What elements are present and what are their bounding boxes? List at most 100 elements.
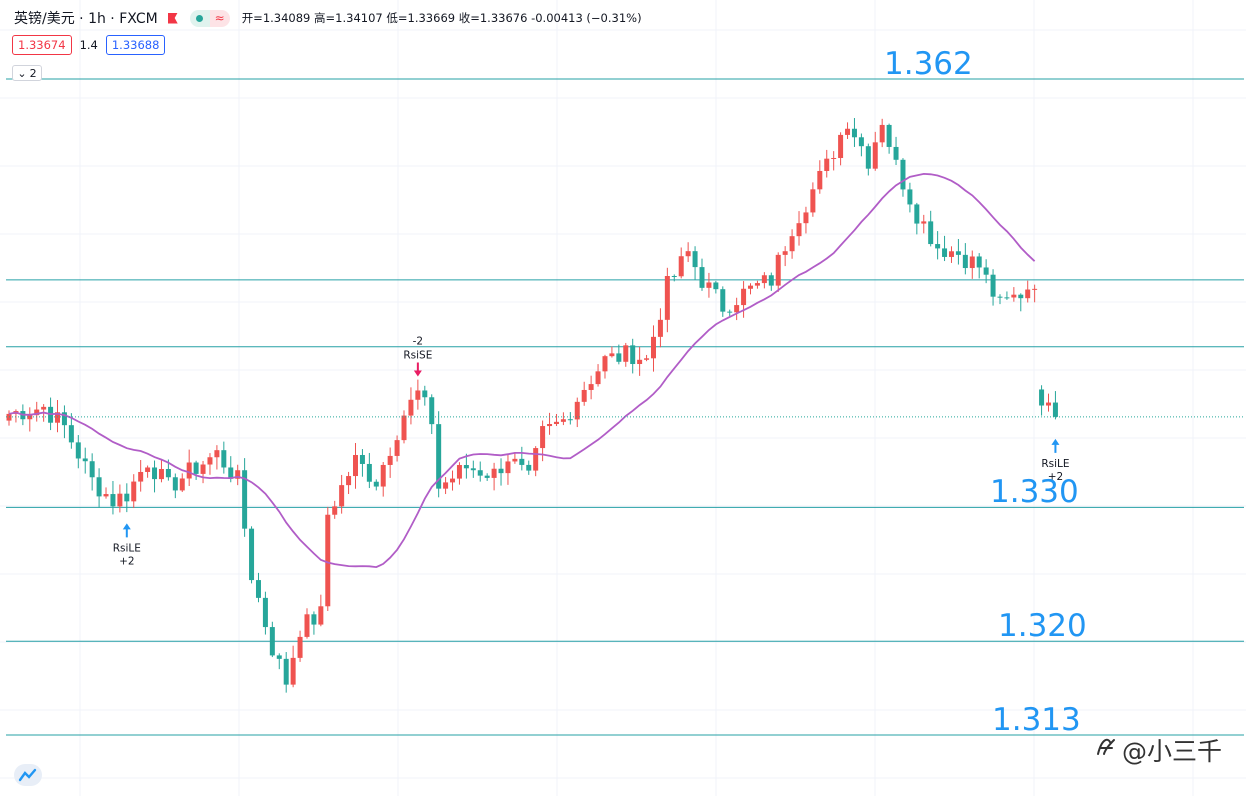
bid-button[interactable]: 1.33674 [12, 35, 72, 55]
candle-body [533, 448, 539, 471]
signal-label: RsiSE [403, 349, 432, 361]
candle-body [401, 415, 407, 441]
candle [387, 447, 393, 478]
candle [623, 342, 629, 367]
candle-body [359, 455, 365, 464]
candle [456, 462, 462, 485]
indicators-collapse-button[interactable]: ⌄ 2 [12, 65, 42, 81]
candle-body [124, 493, 130, 502]
candle [858, 133, 864, 157]
candle-body [630, 345, 636, 365]
candle-body [82, 458, 88, 462]
candle [630, 338, 636, 374]
candle [436, 411, 442, 498]
candle-body [262, 597, 268, 628]
candle-body [886, 124, 892, 147]
candle [727, 309, 733, 317]
candle [685, 242, 691, 263]
ask-button[interactable]: 1.33688 [105, 35, 166, 55]
candle [713, 280, 719, 294]
candle [962, 243, 968, 275]
candle-body [311, 614, 317, 625]
candle-body [158, 468, 164, 480]
candle-body [553, 421, 559, 425]
candle-body [623, 345, 629, 362]
candle-body [893, 146, 899, 160]
candle-body [1032, 288, 1038, 290]
market-status-pill[interactable]: ≈ [189, 9, 230, 27]
candle [297, 630, 303, 662]
candle-body [748, 285, 754, 289]
candle [207, 453, 213, 475]
candle-body [955, 251, 961, 255]
candle-body [255, 580, 261, 598]
candle [824, 149, 830, 178]
candle [242, 458, 248, 537]
candle [935, 231, 941, 260]
candle-body [1011, 294, 1017, 298]
candle [110, 480, 116, 515]
candle-body [221, 450, 227, 468]
candle [13, 409, 19, 423]
candle-body [138, 471, 144, 482]
candle [533, 446, 539, 477]
candle [567, 412, 573, 425]
candle-body [845, 128, 851, 135]
candle-body [1052, 402, 1058, 417]
candle-body [436, 424, 442, 489]
candle [692, 246, 698, 280]
candle-body [540, 426, 546, 449]
candle [1004, 291, 1010, 300]
candle [124, 483, 130, 513]
candle [477, 461, 483, 482]
candle [152, 460, 158, 493]
candle-body [803, 212, 809, 224]
candle [782, 246, 788, 267]
candle-body [588, 384, 594, 390]
candle [657, 308, 663, 348]
candle-body [27, 415, 33, 420]
candle-body [55, 412, 61, 423]
candle-body [644, 358, 650, 360]
candle [948, 246, 954, 263]
level-label: 1.330 [990, 474, 1079, 511]
candle [741, 281, 747, 318]
candle [983, 259, 989, 284]
candle-body [1039, 389, 1045, 406]
candle [290, 645, 296, 688]
candle [699, 258, 705, 291]
candle [61, 405, 67, 439]
candle-body [110, 494, 116, 507]
candle-body [1025, 289, 1031, 299]
candle [761, 272, 767, 289]
candle-body [761, 275, 767, 284]
candle-body [976, 256, 982, 268]
candle [706, 272, 712, 298]
indicator-count: 2 [29, 66, 37, 80]
tradingview-logo-icon[interactable] [14, 764, 42, 786]
candle-body [339, 485, 345, 507]
candle [879, 118, 885, 148]
symbol-title[interactable]: 英镑/美元 · 1h · FXCM [14, 11, 158, 27]
candle-body [616, 353, 622, 362]
candle-body [595, 371, 601, 385]
candle-body [727, 311, 733, 313]
candle [900, 158, 906, 197]
candle-body [990, 274, 996, 297]
candle [484, 473, 490, 481]
watermark: @小三千 [1092, 732, 1222, 768]
candle [865, 143, 871, 176]
candle [581, 381, 587, 406]
candle [158, 459, 164, 483]
candle-body [380, 464, 386, 487]
candle [914, 202, 920, 235]
candle [408, 387, 414, 425]
spread-value: 1.4 [79, 38, 98, 52]
flag-icon[interactable] [168, 13, 178, 24]
candle-body [983, 267, 989, 275]
candle-body [41, 406, 47, 410]
candle-body [664, 276, 670, 320]
candle [55, 400, 61, 433]
